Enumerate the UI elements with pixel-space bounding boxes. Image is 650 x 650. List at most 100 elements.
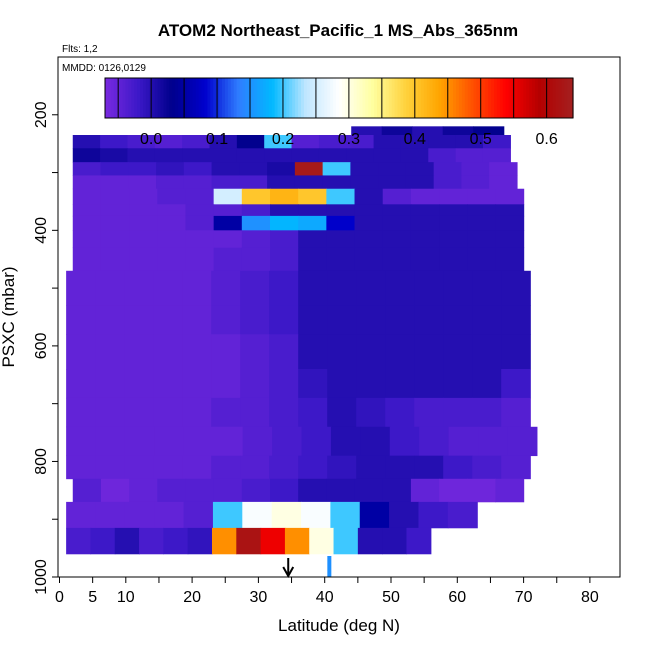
heatmap-cell-3-13 bbox=[433, 162, 463, 176]
colorbar-swatch-38 bbox=[216, 78, 220, 118]
heatmap-cell-10-4 bbox=[182, 270, 212, 306]
heatmap-cell-15-14 bbox=[478, 426, 509, 457]
colorbar-swatch-23 bbox=[172, 78, 176, 118]
heatmap-cell-6-7 bbox=[270, 204, 299, 217]
heatmap-cell-13-4 bbox=[182, 369, 212, 399]
heatmap-cell-4-3 bbox=[156, 175, 185, 190]
colorbar-swatch-44 bbox=[233, 78, 238, 118]
heatmap-cell-9-2 bbox=[129, 247, 158, 272]
colorbar-swatch-127 bbox=[476, 78, 480, 118]
heatmap-cell-5-15 bbox=[495, 188, 525, 205]
heatmap-cell-1-8 bbox=[291, 135, 320, 149]
colorbar-swatch-17 bbox=[154, 78, 159, 118]
heatmap-cell-19-13 bbox=[382, 527, 408, 555]
heatmap-cell-5-10 bbox=[354, 188, 384, 205]
heatmap-cell-19-8 bbox=[260, 527, 286, 555]
heatmap-cell-6-12 bbox=[410, 204, 440, 217]
heatmap-cell-16-1 bbox=[95, 455, 125, 480]
heatmap-cell-17-10 bbox=[354, 478, 384, 503]
heatmap-cell-16-12 bbox=[414, 455, 444, 480]
colorbar-swatch-134 bbox=[496, 78, 501, 118]
heatmap-cell-11-14 bbox=[472, 305, 502, 335]
colorbar-swatch-64 bbox=[292, 78, 296, 118]
heatmap-cell-6-0 bbox=[72, 204, 102, 217]
heatmap-cell-2-4 bbox=[182, 148, 211, 163]
colorbar-swatch-122 bbox=[461, 78, 466, 118]
colorbar-swatch-83 bbox=[347, 78, 352, 118]
heatmap-cell-15-9 bbox=[330, 426, 361, 457]
heatmap-cell-18-4 bbox=[183, 501, 214, 529]
heatmap-cell-12-3 bbox=[153, 334, 183, 370]
heatmap-cell-15-10 bbox=[360, 426, 391, 457]
colorbar-swatch-89 bbox=[365, 78, 369, 118]
heatmap-cell-16-13 bbox=[443, 455, 473, 480]
heatmap-cell-18-7 bbox=[271, 501, 302, 529]
heatmap-cell-3-6 bbox=[239, 162, 268, 176]
heatmap-cell-5-7 bbox=[270, 188, 299, 205]
colorbar-swatch-25 bbox=[178, 78, 182, 118]
heatmap-cell-6-2 bbox=[129, 204, 158, 217]
heatmap-cell-8-3 bbox=[157, 230, 187, 249]
heatmap-cell-16-0 bbox=[66, 455, 96, 480]
heatmap-cell-9-0 bbox=[72, 247, 102, 272]
heatmap-cell-12-4 bbox=[182, 334, 212, 370]
colorbar-swatch-47 bbox=[242, 78, 246, 118]
colorbar-swatch-1 bbox=[107, 78, 112, 118]
heatmap-cell-11-11 bbox=[385, 305, 415, 335]
colorbar-tick-label: 0.4 bbox=[404, 131, 426, 148]
x-tick-label: 70 bbox=[515, 589, 533, 606]
heatmap-cell-10-7 bbox=[269, 270, 299, 306]
colorbar-swatch-99 bbox=[394, 78, 399, 118]
colorbar-swatch-148 bbox=[537, 78, 542, 118]
heatmap-cell-18-6 bbox=[242, 501, 273, 529]
heatmap-cell-16-4 bbox=[182, 455, 212, 480]
heatmap-cell-6-1 bbox=[100, 204, 130, 217]
y-tick-label: 800 bbox=[33, 448, 50, 475]
heatmap-cell-10-14 bbox=[472, 270, 502, 306]
x-tick-label: 80 bbox=[581, 589, 599, 606]
heatmap-cell-9-3 bbox=[157, 247, 187, 272]
heatmap-cell-9-14 bbox=[467, 247, 497, 272]
colorbar-swatch-78 bbox=[333, 78, 337, 118]
colorbar-swatch-104 bbox=[409, 78, 413, 118]
colorbar-swatch-71 bbox=[312, 78, 317, 118]
heatmap-cell-16-14 bbox=[472, 455, 502, 480]
heatmap-cell-3-8 bbox=[294, 162, 324, 176]
heatmap-cell-2-5 bbox=[209, 148, 238, 163]
colorbar-swatch-157 bbox=[564, 78, 568, 118]
heatmap-cell-10-2 bbox=[124, 270, 154, 306]
heatmap-cell-10-12 bbox=[414, 270, 444, 306]
heatmap-cell-12-11 bbox=[385, 334, 415, 370]
heatmap-cell-5-1 bbox=[100, 188, 130, 205]
colorbar-swatch-80 bbox=[339, 78, 343, 118]
heatmap-cell-8-0 bbox=[72, 230, 102, 249]
heatmap-cell-15-11 bbox=[389, 426, 420, 457]
colorbar-swatch-12 bbox=[140, 78, 144, 118]
colorbar-swatch-126 bbox=[473, 78, 478, 118]
heatmap-cell-8-6 bbox=[241, 230, 271, 249]
heatmap-cell-7-7 bbox=[270, 215, 299, 231]
heatmap-cell-4-15 bbox=[489, 175, 518, 190]
heatmap-cell-2-8 bbox=[291, 148, 320, 163]
heatmap-cell-11-7 bbox=[269, 305, 299, 335]
heatmap-cell-0-3 bbox=[442, 126, 474, 136]
heatmap-cell-8-5 bbox=[213, 230, 243, 249]
colorbar-swatch-88 bbox=[362, 78, 366, 118]
colorbar-swatch-143 bbox=[523, 78, 527, 118]
heatmap-cell-1-2 bbox=[127, 135, 156, 149]
heatmap-cell-7-13 bbox=[439, 215, 468, 231]
y-tick-label: 200 bbox=[33, 101, 50, 128]
heatmap-cell-9-13 bbox=[439, 247, 468, 272]
colorbar-swatch-114 bbox=[438, 78, 442, 118]
heatmap-cell-4-8 bbox=[294, 175, 324, 190]
heatmap-cell-8-13 bbox=[439, 230, 468, 249]
heatmap-cell-19-11 bbox=[333, 527, 359, 555]
colorbar-swatch-86 bbox=[356, 78, 361, 118]
colorbar-swatch-28 bbox=[186, 78, 191, 118]
heatmap-cell-13-12 bbox=[414, 369, 444, 399]
heatmap-cell-4-12 bbox=[405, 175, 435, 190]
colorbar-swatch-57 bbox=[271, 78, 276, 118]
colorbar-swatch-55 bbox=[265, 78, 270, 118]
plot-frame bbox=[57, 56, 621, 578]
heatmap-cell-10-6 bbox=[240, 270, 270, 306]
